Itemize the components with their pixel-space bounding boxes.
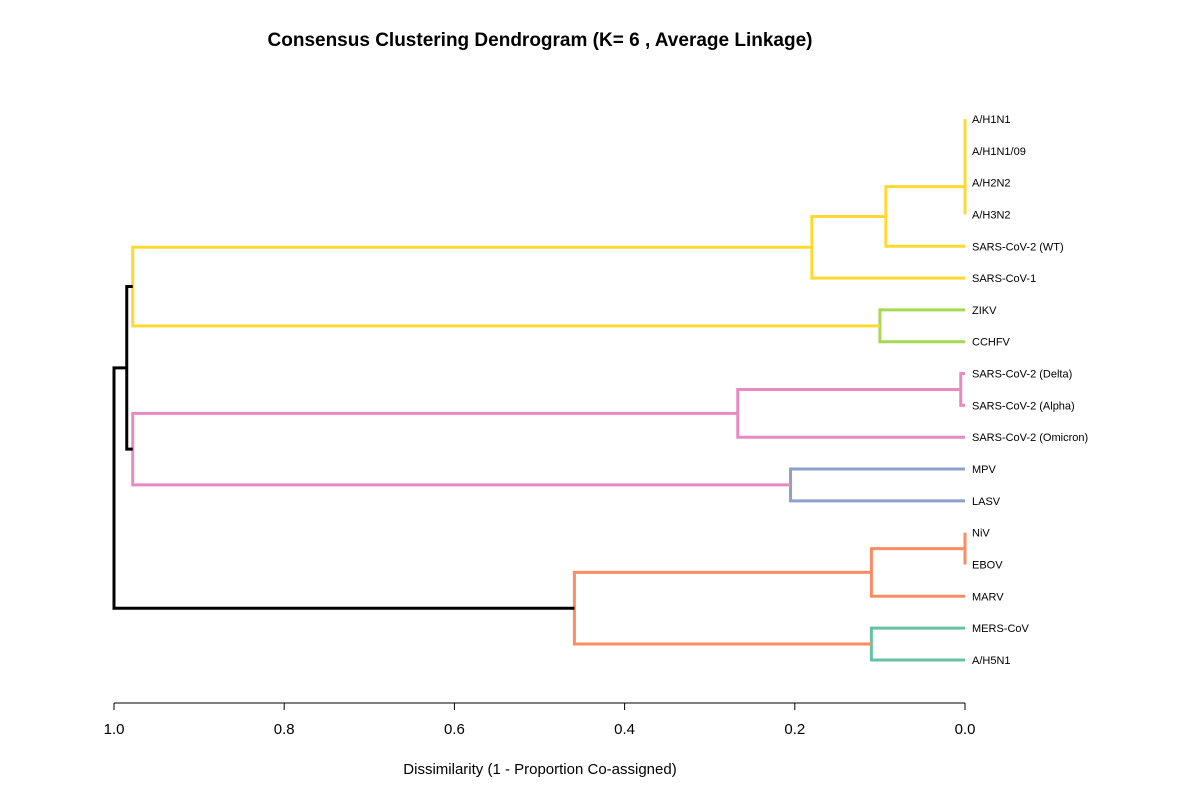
dendrogram-link-m8 [959,372,965,407]
x-axis: 1.0 0.8 0.6 0.4 0.2 0.0 [104,702,976,738]
leaf-label: ZIKV [972,305,997,317]
leaf-labels: A/H1N1 A/H1N1/09 A/H2N2 A/H3N2 SARS-CoV-2 (W… [972,114,1088,667]
x-tick-label: 0.8 [274,721,295,738]
x-tick-label: 0.6 [444,721,465,738]
leaf-label: MPV [972,464,997,476]
dendrogram-link-m15 [869,626,965,662]
dendrogram-link-m9 [736,387,965,439]
x-tick-label: 0.2 [784,721,805,738]
leaf-label: A/H5N1 [972,655,1011,667]
leaf-label: EBOV [972,559,1003,571]
dendrogram-link-m11 [131,411,791,487]
dendrogram-links [112,119,967,662]
dendrogram-link-m14 [869,547,965,598]
dendrogram-link-m7 [131,245,880,328]
x-axis-label: Dissimilarity (1 - Proportion Co-assigne… [403,761,677,778]
leaf-label: LASV [972,496,1001,508]
leaf-label: SARS-CoV-2 (Delta) [972,369,1072,381]
leaf-label: SARS-CoV-2 (Alpha) [972,400,1075,412]
x-tick-label: 0.4 [614,721,635,738]
leaf-label: CCHFV [972,337,1011,349]
dendrogram-link-m16 [572,570,872,646]
x-tick-label: 1.0 [104,721,125,738]
dendrogram-link-m4 [884,185,965,248]
leaf-label: NiV [972,528,990,540]
leaf-label: A/H1N1 [972,114,1011,126]
leaf-label: MARV [972,591,1004,603]
leaf-label: A/H1N1/09 [972,146,1026,158]
dendrogram-link-m17 [112,366,575,610]
dendrogram-link-m6 [878,308,965,344]
leaf-label: A/H2N2 [972,178,1011,190]
leaf-label: MERS-CoV [972,623,1030,635]
leaf-label: SARS-CoV-1 [972,273,1036,285]
chart-title: Consensus Clustering Dendrogram (K= 6 , … [267,30,813,51]
dendrogram-link-m10 [789,467,965,503]
x-tick-label: 0.0 [955,721,976,738]
leaf-label: SARS-CoV-2 (Omicron) [972,432,1088,444]
leaf-label: SARS-CoV-2 (WT) [972,241,1064,253]
leaf-label: A/H3N2 [972,209,1011,221]
